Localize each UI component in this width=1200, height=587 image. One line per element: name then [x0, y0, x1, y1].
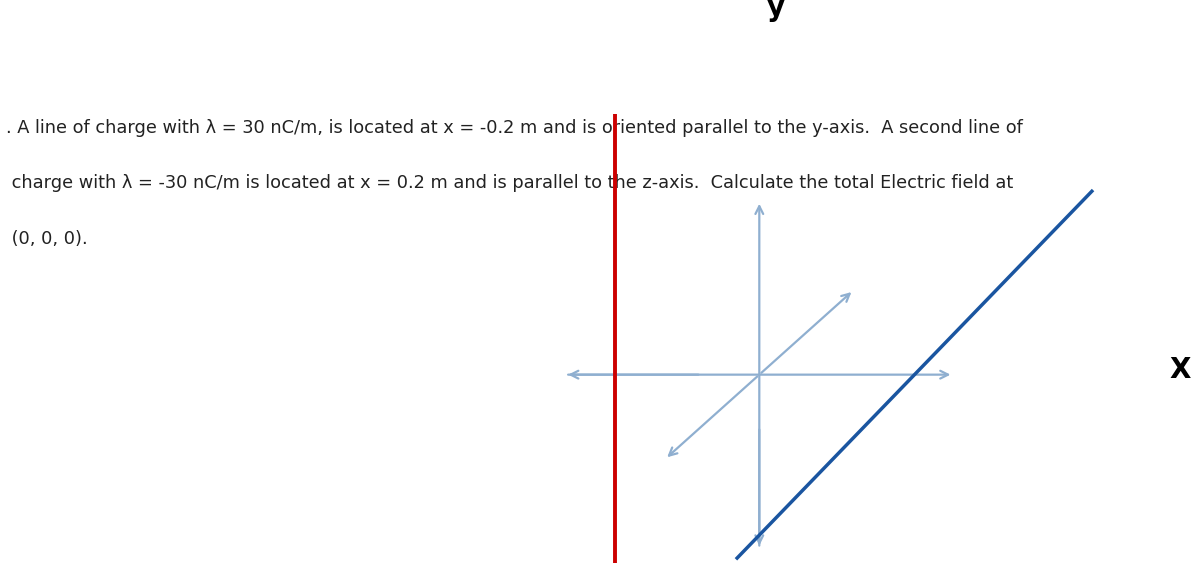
Text: . A line of charge with λ = 30 nC/m, is located at x = -0.2 m and is oriented pa: . A line of charge with λ = 30 nC/m, is …: [6, 119, 1022, 137]
Text: X: X: [1170, 356, 1192, 384]
Text: (0, 0, 0).: (0, 0, 0).: [6, 230, 88, 248]
Text: charge with λ = -30 nC/m is located at x = 0.2 m and is parallel to the z-axis. : charge with λ = -30 nC/m is located at x…: [6, 174, 1013, 193]
Text: y: y: [767, 0, 785, 22]
